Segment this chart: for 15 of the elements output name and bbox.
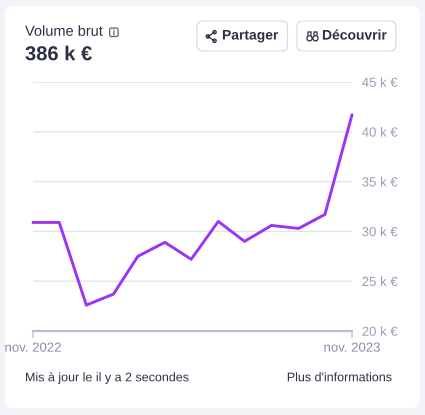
y-tick-label: 25 k € <box>362 276 398 286</box>
chart-subtitle: 386 k € <box>25 46 92 60</box>
text: Plus d'informations <box>288 372 392 382</box>
text: Découvrir <box>322 29 387 40</box>
text: Partager <box>222 30 278 42</box>
x-tick-label: nov. 2022 <box>5 342 61 352</box>
y-tick-label: 30 k € <box>362 226 398 236</box>
line-series <box>32 113 354 307</box>
y-tick-label: 40 k € <box>362 127 398 137</box>
x-tick-label: nov. 2023 <box>324 342 380 352</box>
y-tick-label: 45 k € <box>362 77 398 87</box>
y-tick-label: 35 k € <box>362 176 398 187</box>
text: Mis à jour le il y a 2 secondes <box>26 372 189 384</box>
y-tick-label: 20 k € <box>362 326 398 336</box>
chart-title: Volume brut <box>25 25 103 36</box>
